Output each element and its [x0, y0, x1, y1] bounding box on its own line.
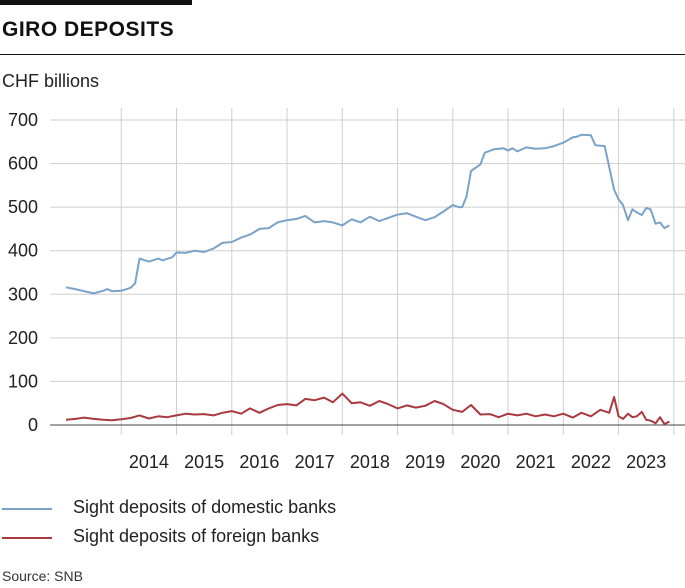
x-tick-label: 2016: [239, 452, 279, 472]
x-tick-label: 2017: [295, 452, 335, 472]
series-line-foreign: [65, 392, 670, 426]
grid-lines: [50, 108, 685, 435]
y-tick-label: 300: [8, 284, 38, 304]
x-tick-label: 2018: [350, 452, 390, 472]
chart-title: GIRO DEPOSITS: [2, 18, 175, 41]
legend-item-domestic: Sight deposits of domestic banks: [0, 497, 500, 521]
x-tick-labels: 2014 2015 2016 2017 2018 2019 2020 2021 2022 2023: [129, 452, 666, 472]
legend-label-domestic: Sight deposits of domestic banks: [73, 497, 337, 517]
y-tick-label: 500: [8, 197, 38, 217]
y-tick-label: 600: [8, 154, 38, 174]
title-rule: [0, 54, 685, 55]
x-tick-label: 2015: [184, 452, 224, 472]
legend-item-foreign: Sight deposits of foreign banks: [0, 526, 500, 550]
x-tick-label: 2021: [516, 452, 556, 472]
y-tick-labels: 0 100 200 300 400 500 600 700: [8, 110, 38, 435]
y-tick-label: 700: [8, 110, 38, 130]
legend-swatch-foreign: [2, 537, 52, 539]
x-tick-label: 2019: [405, 452, 445, 472]
x-tick-label: 2023: [626, 452, 666, 472]
y-tick-label: 100: [8, 371, 38, 391]
x-tick-label: 2022: [571, 452, 611, 472]
series-lines: [65, 133, 670, 426]
series-line-domestic: [65, 133, 670, 295]
y-tick-label: 400: [8, 241, 38, 261]
legend-swatch-domestic: [2, 508, 52, 510]
y-tick-label: 0: [28, 415, 38, 435]
x-tick-label: 2020: [460, 452, 500, 472]
source-note: Source: SNB: [2, 568, 83, 584]
title-accent-bar: [0, 0, 192, 5]
x-tick-label: 2014: [129, 452, 169, 472]
y-axis-unit-label: CHF billions: [2, 71, 100, 91]
legend-label-foreign: Sight deposits of foreign banks: [73, 526, 320, 546]
y-tick-label: 200: [8, 328, 38, 348]
